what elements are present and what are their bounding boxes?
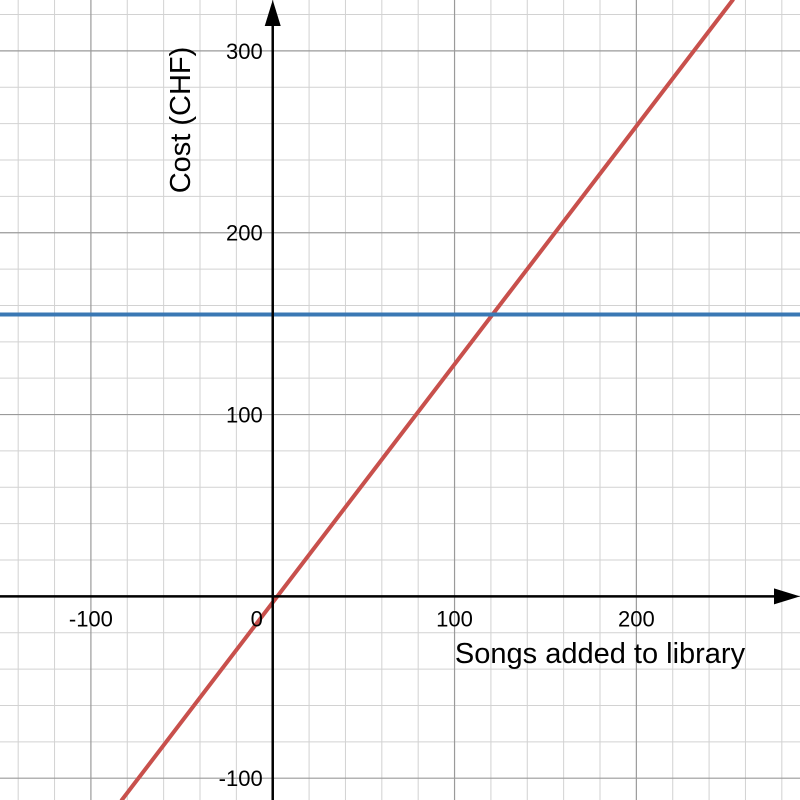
x-axis-title: Songs added to library <box>455 638 746 670</box>
y-axis-arrow <box>264 0 281 26</box>
y-axis-title: Cost (CHF) <box>165 47 197 194</box>
y-tick-label: -100 <box>219 766 263 791</box>
tick-labels: -100 0 100 200 -100 100 200 300 <box>69 39 655 791</box>
y-tick-label: 300 <box>226 39 263 64</box>
x-tick-label: 100 <box>436 606 473 631</box>
x-tick-label: 0 <box>251 606 263 631</box>
series-line-cost <box>119 0 735 800</box>
x-tick-label: 200 <box>618 606 655 631</box>
y-tick-label: 100 <box>226 403 263 428</box>
x-axis-arrow <box>774 588 800 605</box>
y-tick-label: 200 <box>226 221 263 246</box>
x-tick-label: -100 <box>69 606 113 631</box>
